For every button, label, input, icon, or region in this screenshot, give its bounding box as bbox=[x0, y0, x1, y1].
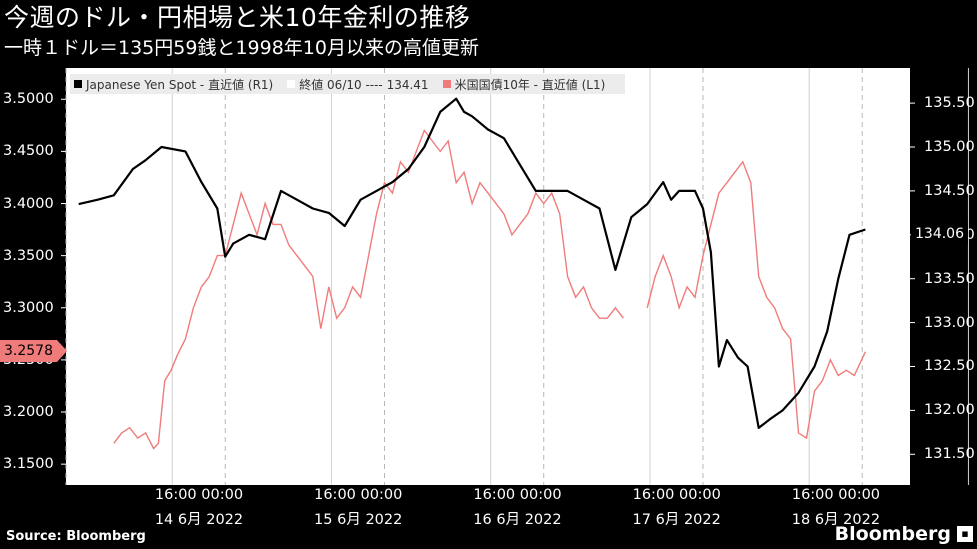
legend-label-close: 終値 06/10 ---- 134.41 bbox=[299, 77, 429, 92]
x-tick-time-label: 16:00 00:00 bbox=[314, 487, 403, 503]
right-y-tick-label: 134.50 bbox=[924, 182, 975, 199]
legend-swatch-yield bbox=[442, 80, 451, 88]
legend-item-yen: Japanese Yen Spot - 直近値 (R1) bbox=[74, 76, 273, 93]
x-tick-time-label: 16:00 00:00 bbox=[473, 487, 562, 503]
bloomberg-mark-icon: ▪ bbox=[957, 526, 973, 542]
chart-legend: Japanese Yen Spot - 直近値 (R1) 終値 06/10 --… bbox=[70, 74, 626, 94]
x-tick-date-label: 18 6月 2022 bbox=[791, 512, 881, 528]
chart-title: 今週のドル・円相場と米10年金利の推移 bbox=[4, 3, 471, 32]
right-y-tick-label: 132.00 bbox=[924, 402, 975, 419]
source-note: Source: Bloomberg bbox=[6, 529, 146, 544]
right-y-tick-label: 133.00 bbox=[924, 314, 975, 331]
left-y-tick-label: 3.3500 bbox=[3, 247, 54, 264]
left-y-tick-label: 3.4000 bbox=[3, 195, 54, 212]
x-tick-date-label: 15 6月 2022 bbox=[314, 512, 403, 528]
legend-label-yen: Japanese Yen Spot - 直近値 (R1) bbox=[86, 77, 274, 92]
left-y-tick-label: 3.5000 bbox=[3, 91, 54, 108]
x-tick-date-label: 17 6月 2022 bbox=[632, 512, 721, 528]
right-y-tick-label: 132.50 bbox=[924, 358, 975, 375]
left-y-tick-label: 3.1500 bbox=[3, 456, 54, 473]
x-tick-time-label: 16:00 00:00 bbox=[154, 487, 244, 503]
yen-last-value-tag: 134.06 bbox=[911, 223, 968, 245]
yen-series-line bbox=[78, 97, 866, 429]
bloomberg-logo: Bloomberg ▪ bbox=[835, 523, 973, 545]
x-tick-time-label: 16:00 00:00 bbox=[791, 487, 881, 503]
right-y-tick-label: 135.00 bbox=[924, 139, 975, 155]
x-tick-date-label: 16 6月 2022 bbox=[473, 512, 562, 528]
x-tick-date-label: 14 6月 2022 bbox=[154, 512, 244, 528]
right-y-tick-label: 133.50 bbox=[924, 270, 975, 287]
left-y-tick-label: 3.4500 bbox=[3, 143, 54, 160]
yield-last-value-tag: 3.2578 bbox=[0, 340, 67, 362]
yield-series-line bbox=[646, 160, 867, 440]
legend-label-yield: 米国国債10年 - 直近値 (L1) bbox=[454, 77, 606, 92]
chart-subtitle: 一時１ドル＝135円59銭と1998年10月以来の高値更新 bbox=[4, 37, 479, 59]
x-tick-time-label: 16:00 00:00 bbox=[632, 487, 721, 503]
left-y-tick-label: 3.2000 bbox=[3, 404, 54, 421]
legend-swatch-yen bbox=[74, 80, 82, 88]
legend-item-close: 終値 06/10 ---- 134.41 bbox=[287, 76, 429, 93]
right-y-tick-label: 131.50 bbox=[924, 446, 975, 463]
yield-series-line bbox=[113, 129, 624, 450]
left-y-tick-label: 3.3000 bbox=[3, 299, 54, 316]
legend-item-yield: 米国国債10年 - 直近値 (L1) bbox=[442, 76, 606, 93]
right-y-tick-label: 135.50 bbox=[924, 95, 975, 112]
plot-area bbox=[66, 68, 910, 485]
brand-name: Bloomberg bbox=[834, 523, 951, 545]
legend-swatch-close bbox=[287, 80, 296, 88]
